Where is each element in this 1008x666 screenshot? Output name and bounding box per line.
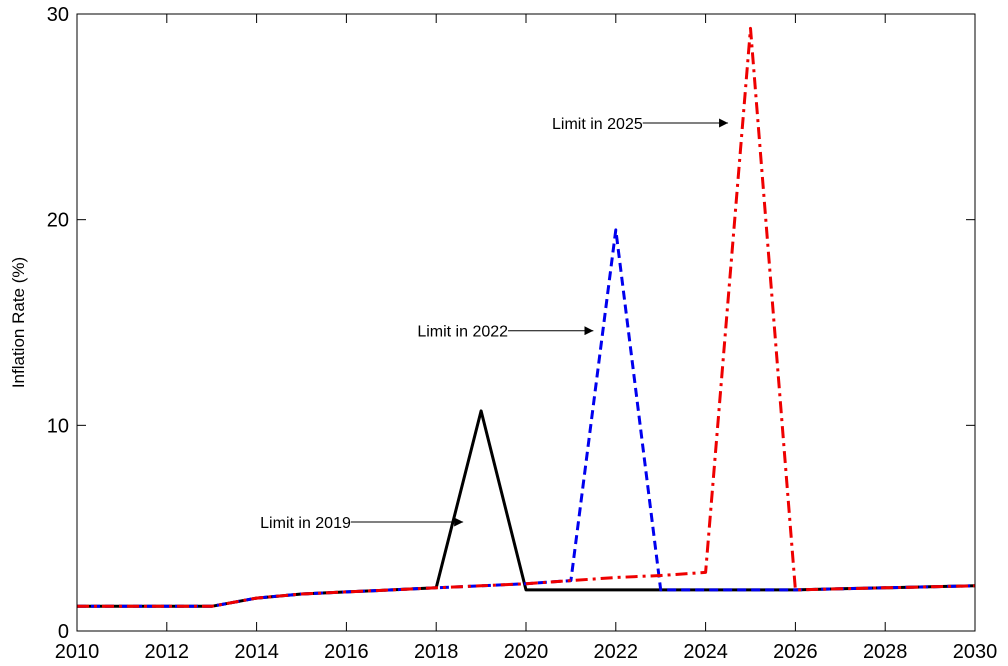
x-tick-label: 2014 <box>234 641 279 663</box>
series-line-1 <box>77 409 976 608</box>
y-tick-label: 10 <box>47 415 69 437</box>
x-tick-label: 2028 <box>863 641 908 663</box>
x-tick-label: 2012 <box>145 641 190 663</box>
series-line-3 <box>77 26 976 608</box>
annotation-label: Limit in 2019 <box>260 515 351 532</box>
y-tick-label: 30 <box>47 4 69 26</box>
y-tick-label: 0 <box>58 621 69 643</box>
x-tick-label: 2026 <box>773 641 818 663</box>
y-tick-label: 20 <box>47 210 69 232</box>
y-axis-label: Inflation Rate (%) <box>9 257 28 388</box>
series-layer <box>77 26 976 608</box>
x-tick-label: 2010 <box>55 641 100 663</box>
tick-layer: 2010 2012 2014 2016 2018 2020 2022 2024 2026 2028… <box>47 4 998 663</box>
series-line-2 <box>77 228 976 608</box>
annotation-label: Limit in 2022 <box>417 324 508 341</box>
x-tick-label: 2016 <box>324 641 369 663</box>
x-tick-label: 2024 <box>683 641 728 663</box>
x-tick-label: 2020 <box>504 641 549 663</box>
annotation-label: Limit in 2025 <box>552 116 643 133</box>
x-tick-label: 2018 <box>414 641 459 663</box>
plot-frame <box>76 13 976 632</box>
annotation-layer: Limit in 2019 Limit in 2022 Limit in 2025 <box>260 116 729 532</box>
x-tick-label: 2030 <box>953 641 998 663</box>
x-tick-label: 2022 <box>594 641 639 663</box>
